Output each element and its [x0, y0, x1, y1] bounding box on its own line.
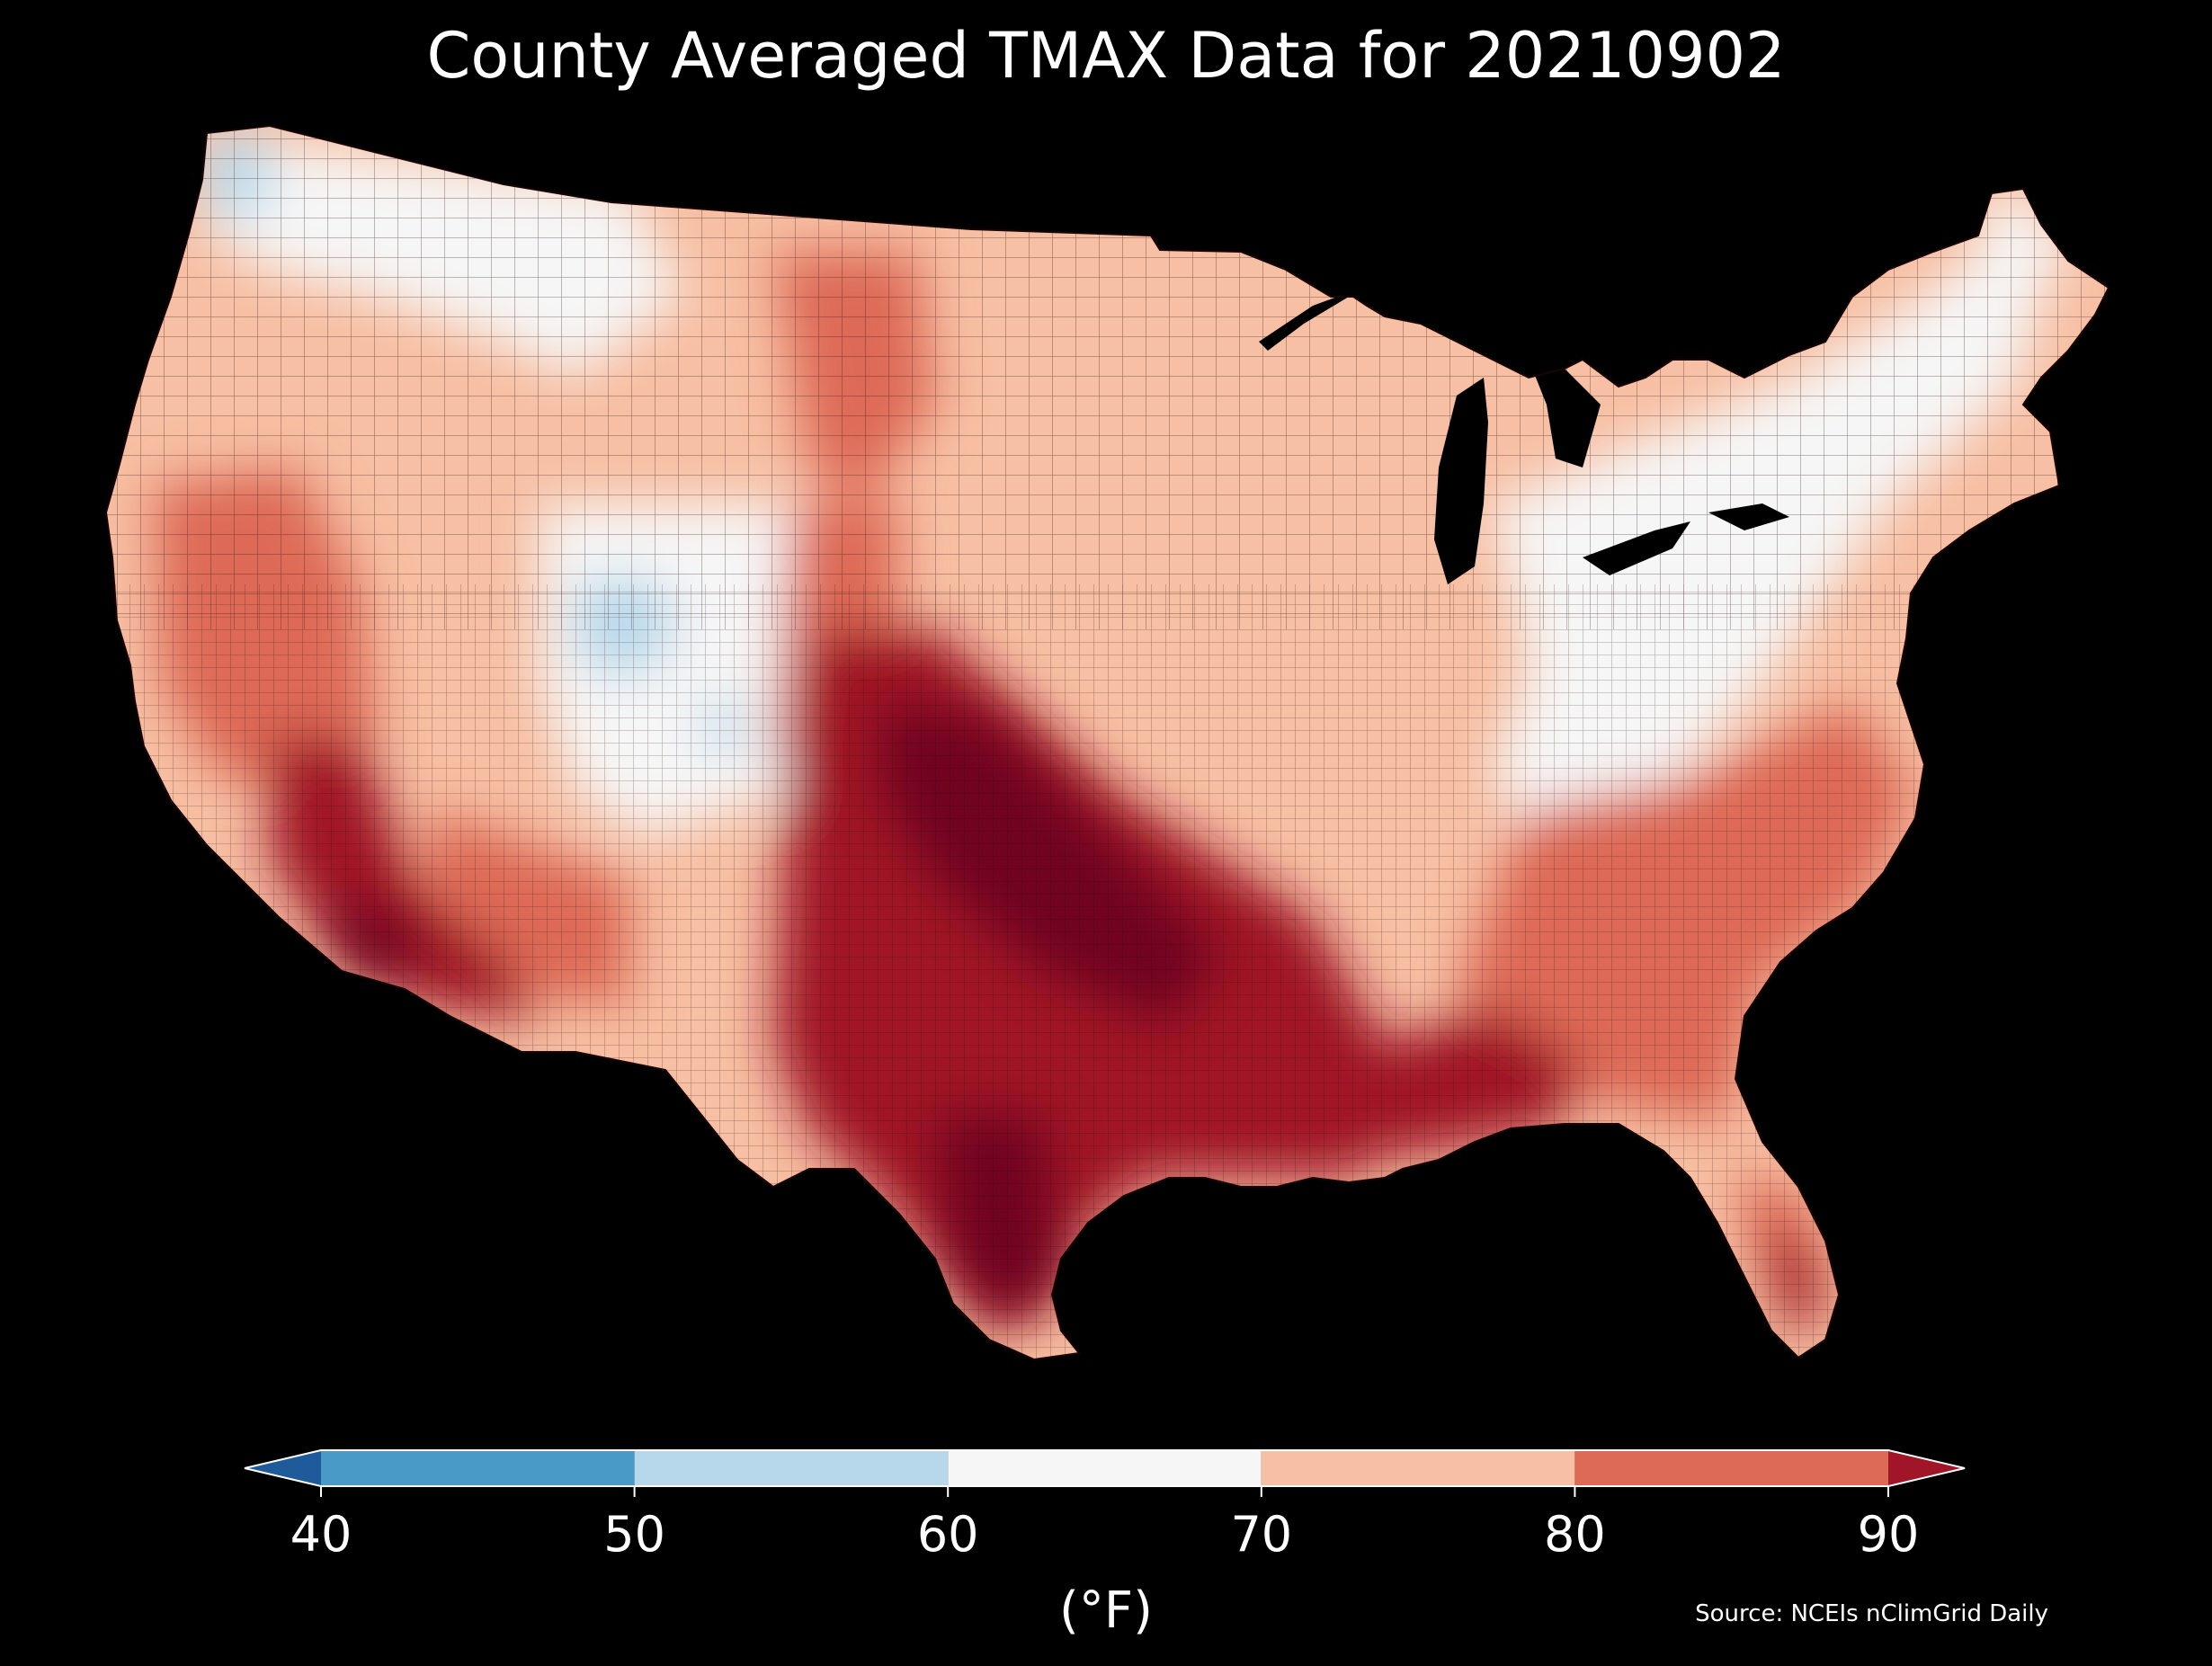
colorbar-tick-label: 70 — [1230, 1506, 1292, 1563]
temperature-fill — [106, 126, 2109, 1359]
lake-erie — [1583, 521, 1690, 575]
colorbar-bin-6 — [1888, 1450, 1965, 1486]
colorbar-tick-label: 90 — [1858, 1506, 1920, 1563]
lake-ontario — [1708, 503, 1789, 530]
colorbar-bin-0 — [245, 1450, 321, 1486]
colorbar-bin-1 — [321, 1450, 635, 1486]
great-lakes — [1259, 274, 1789, 584]
colorbar-tick-label: 80 — [1544, 1506, 1606, 1563]
lake-michigan — [1434, 378, 1488, 584]
colorbar-bin-2 — [634, 1450, 949, 1486]
map-title: County Averaged TMAX Data for 20210902 — [426, 19, 1786, 93]
colorbar-bin-4 — [1261, 1450, 1575, 1486]
colorbar-tick-label: 40 — [290, 1506, 352, 1563]
colorbar-bin-3 — [948, 1450, 1262, 1486]
colorbar-bin-5 — [1574, 1450, 1888, 1486]
lake-superior — [1259, 274, 1376, 351]
source-note: Source: NCEIs nClimGrid Daily — [1695, 1600, 2048, 1627]
colorbar: 40 50 60 70 80 90 (°F) — [244, 1449, 1966, 1640]
colorbar-unit-label: (°F) — [1059, 1581, 1153, 1640]
colorbar-ticks: 40 50 60 70 80 90 — [290, 1486, 1920, 1563]
colorbar-tick-label: 60 — [917, 1506, 979, 1563]
county-choropleth-map — [105, 125, 2109, 1360]
colorbar-bins — [244, 1449, 1966, 1487]
colorbar-tick-label: 50 — [603, 1506, 665, 1563]
lake-huron — [1529, 360, 1601, 468]
